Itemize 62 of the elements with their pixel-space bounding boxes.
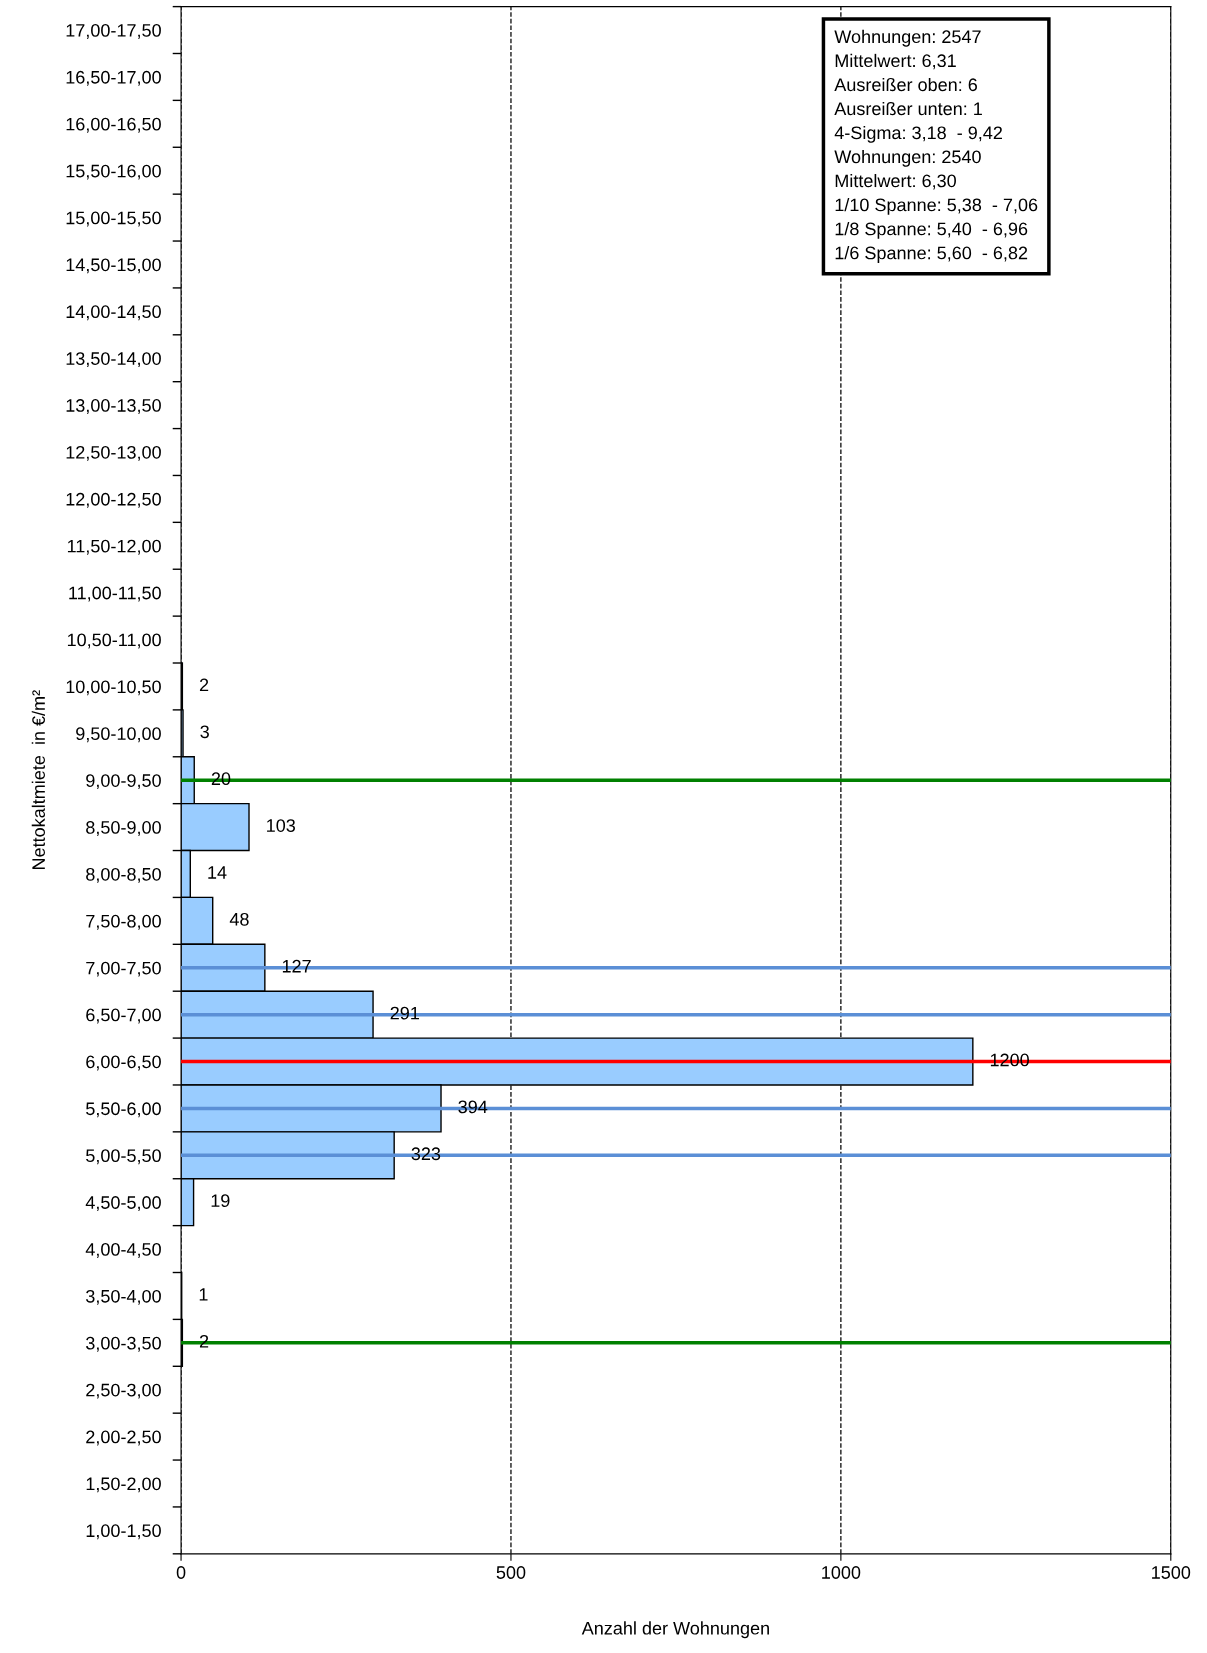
annotation: Ausreißer unten: 1 — [834, 101, 982, 116]
y-tick-label: 9,00-9,50 — [86, 774, 161, 790]
y-tick-label: 15,50-16,00 — [66, 164, 161, 180]
y-tick-label: 12,00-12,50 — [66, 492, 161, 508]
data-label: 103 — [267, 819, 296, 832]
y-tick-label: 3,50-4,00 — [86, 1289, 161, 1305]
annotation: 4-Sigma: 3,18 - 9,42 — [834, 125, 1002, 143]
data-label: 48 — [229, 912, 249, 926]
data-label: 323 — [411, 1147, 441, 1161]
y-tick-label: 4,00-4,50 — [85, 1243, 161, 1258]
y-tick-label: 11,50-12,00 — [67, 539, 161, 555]
y-tick-label: 2,00-2,50 — [86, 1430, 161, 1446]
annotation: Wohnungen: 2547 — [834, 29, 981, 47]
y-tick-label: 14,50-15,00 — [66, 258, 161, 274]
y-axis-title: Nettokaltmiete in €/m² — [31, 690, 45, 870]
y-tick-label: 9,50-10,00 — [76, 727, 161, 743]
y-tick-label: 2,50-3,00 — [86, 1383, 161, 1399]
y-tick-label: 17,00-17,50 — [66, 23, 161, 39]
annotation: 1/8 Spanne: 5,40 - 6,96 — [835, 222, 1028, 239]
y-tick-label: 3,00-3,50 — [86, 1336, 161, 1352]
y-tick-label: 15,00-15,50 — [66, 211, 161, 227]
y-tick-label: 1,00-1,50 — [86, 1524, 161, 1540]
data-label: 2 — [199, 678, 209, 692]
y-tick-label: 16,50-17,00 — [66, 70, 161, 86]
y-tick-label: 7,00-7,50 — [86, 961, 161, 977]
data-label: 1 — [199, 1288, 208, 1301]
y-tick-label: 10,50-11,00 — [67, 633, 161, 649]
data-label: 14 — [208, 866, 227, 879]
y-tick-label: 8,00-8,50 — [86, 867, 161, 883]
x-tick-label: 0 — [176, 1566, 186, 1579]
y-tick-label: 14,00-14,50 — [66, 305, 161, 321]
y-tick-label: 6,50-7,00 — [86, 1008, 161, 1024]
y-tick-label: 5,00-5,50 — [86, 1149, 161, 1165]
data-label: 127 — [282, 959, 311, 973]
y-tick-label: 8,50-9,00 — [86, 821, 161, 836]
y-tick-label: 12,50-13,00 — [66, 445, 161, 461]
data-label: 2 — [199, 1334, 209, 1348]
x-tick-label: 1000 — [822, 1566, 861, 1579]
y-tick-label: 4,50-5,00 — [85, 1196, 161, 1212]
y-tick-label: 6,00-6,50 — [86, 1055, 161, 1071]
y-tick-label: 13,00-13,50 — [66, 399, 161, 414]
data-label: 3 — [200, 725, 209, 739]
x-tick-label: 500 — [496, 1566, 526, 1579]
y-tick-label: 16,00-16,50 — [66, 117, 161, 133]
y-tick-label: 11,00-11,50 — [69, 586, 161, 602]
data-label: 291 — [390, 1006, 419, 1020]
annotation: Mittelwert: 6,30 — [835, 173, 956, 190]
data-label: 394 — [458, 1100, 488, 1114]
annotation: Wohnungen: 2540 — [834, 149, 981, 167]
data-label: 19 — [211, 1194, 230, 1208]
y-tick-label: 10,00-10,50 — [66, 680, 161, 696]
y-tick-label: 5,50-6,00 — [86, 1102, 161, 1118]
annotation: Mittelwert: 6,31 — [835, 53, 956, 70]
x-tick-label: 1500 — [1152, 1566, 1191, 1579]
annotation: 1/10 Spanne: 5,38 - 7,06 — [835, 198, 1038, 215]
y-tick-label: 13,50-14,00 — [66, 352, 161, 368]
annotation: Ausreißer oben: 6 — [834, 77, 977, 92]
y-tick-label: 1,50-2,00 — [86, 1477, 161, 1493]
y-tick-label: 7,50-8,00 — [86, 914, 161, 930]
annotation: 1/6 Spanne: 5,60 - 6,82 — [835, 246, 1028, 263]
data-label: 20 — [211, 772, 231, 786]
x-axis-title: Anzahl der Wohnungen — [581, 1621, 769, 1639]
